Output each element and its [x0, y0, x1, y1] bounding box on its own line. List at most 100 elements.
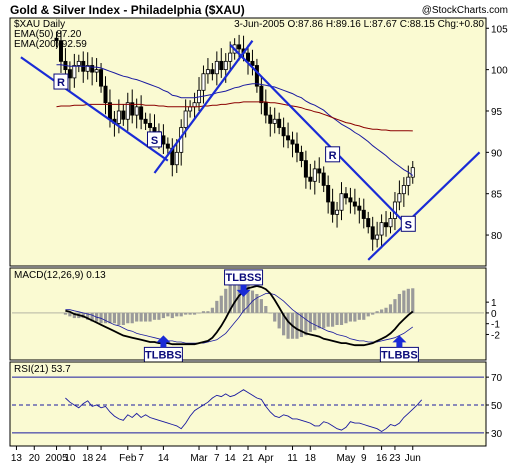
macd-histogram-bar: [103, 312, 108, 324]
macd-histogram-bar: [259, 299, 263, 313]
macd-histogram-bar: [326, 312, 330, 327]
candle-body: [263, 102, 268, 116]
x-tick-label: 13: [11, 453, 23, 464]
watermark: @StockCharts.com: [422, 5, 508, 16]
macd-histogram-bar: [317, 312, 321, 329]
candle-body: [294, 143, 299, 153]
annotation-label: S: [405, 219, 412, 231]
candle-body: [161, 135, 166, 145]
candle-body: [99, 69, 104, 87]
macd-histogram-bar: [339, 312, 344, 325]
signal-callout: TLBBS: [379, 335, 419, 363]
macd-histogram-bar: [393, 299, 397, 313]
candle-body: [85, 65, 90, 72]
x-tick-label: 20: [29, 453, 41, 464]
candle-body: [352, 201, 357, 207]
candle-body: [94, 69, 99, 73]
x-tick-label: 24: [95, 453, 107, 464]
candle-body: [277, 118, 282, 128]
macd-histogram-bar: [233, 280, 237, 313]
macd-histogram-bar: [192, 312, 197, 315]
trendline: [20, 56, 169, 162]
candle-body: [67, 69, 72, 79]
macd-histogram-bar: [63, 312, 68, 315]
macd-histogram-bar: [357, 312, 361, 320]
candle-body: [343, 193, 348, 199]
macd-histogram-bar: [282, 312, 286, 336]
candle-body: [299, 151, 304, 162]
candle-body: [174, 151, 179, 166]
callout-label: TLBSS: [226, 272, 262, 284]
candle-body: [72, 65, 77, 79]
candle-body: [303, 160, 308, 178]
candle-body: [335, 209, 340, 215]
macd-signal-line: [65, 293, 414, 344]
annotation-box: [146, 131, 162, 148]
annotation-label: S: [151, 135, 158, 147]
candle-body: [330, 201, 335, 215]
macd-histogram-bar: [371, 312, 375, 315]
macd-histogram-bar: [246, 283, 250, 313]
macd-histogram-bar: [335, 312, 339, 325]
candle-body: [290, 139, 295, 145]
macd-histogram-bar: [273, 312, 277, 322]
macd-histogram-bar: [219, 295, 223, 313]
candle-body: [361, 209, 366, 219]
candle-body: [237, 44, 242, 50]
candle-body: [223, 60, 228, 71]
macd-histogram-bar: [228, 283, 232, 313]
callout-label: TLBBS: [145, 349, 182, 361]
macd-histogram-bar: [161, 312, 165, 319]
candle-body: [58, 40, 63, 62]
x-tick-label: 21: [242, 453, 254, 464]
macd-histogram-bar: [268, 312, 272, 314]
candle-body: [201, 73, 206, 91]
macd-y-label: 1: [491, 298, 497, 309]
macd-histogram-bar: [152, 312, 157, 320]
rsi-panel: [9, 361, 487, 447]
x-tick-label: 7: [214, 453, 220, 464]
candle-body: [401, 185, 406, 195]
x-tick-label: 2005: [45, 453, 68, 464]
macd-histogram-bar: [86, 312, 90, 320]
macd-histogram-bar: [215, 300, 219, 313]
macd-histogram-bar: [299, 312, 304, 338]
macd-histogram-bar: [130, 312, 134, 324]
macd-histogram-bar: [397, 293, 401, 313]
candle-body: [139, 106, 144, 120]
macd-histogram-bar: [362, 312, 366, 320]
trendline: [367, 151, 481, 261]
x-tick-label: Jun: [405, 453, 421, 464]
ema50-line: [56, 64, 414, 176]
price-y-label: 105: [491, 24, 508, 35]
x-tick-label: 9: [361, 453, 367, 464]
macd-histogram-bar: [157, 312, 161, 320]
macd-y-label: -2: [491, 330, 500, 341]
macd-y-label: 0: [491, 309, 497, 320]
x-tick-label: 14: [158, 453, 170, 464]
macd-histogram-bar: [406, 288, 410, 313]
candle-body: [312, 168, 317, 182]
candle-body: [339, 193, 344, 211]
candle-body: [317, 168, 322, 174]
quote-line: 3-Jun-2005 O:87.86 H:89.16 L:87.67 C:88.…: [234, 19, 484, 30]
candle-body: [384, 222, 389, 228]
macd-histogram-bar: [143, 312, 148, 322]
rsi-y-label: 70: [491, 373, 503, 384]
macd-line: [65, 285, 414, 347]
symbol-label: $XAU Daily: [14, 19, 65, 30]
candle-body: [148, 122, 153, 128]
candle-body: [103, 85, 108, 104]
candle-body: [228, 52, 233, 62]
candle-body: [348, 197, 353, 203]
macd-y-label: -1: [491, 320, 500, 331]
annotation-box: [325, 146, 341, 163]
macd-histogram-bar: [295, 312, 299, 339]
macd-histogram-bar: [241, 281, 246, 313]
trendline: [153, 40, 254, 174]
x-tick-label: 18: [305, 453, 317, 464]
candle-body: [272, 118, 277, 124]
candle-body: [165, 143, 170, 149]
macd-histogram-bar: [348, 312, 353, 322]
